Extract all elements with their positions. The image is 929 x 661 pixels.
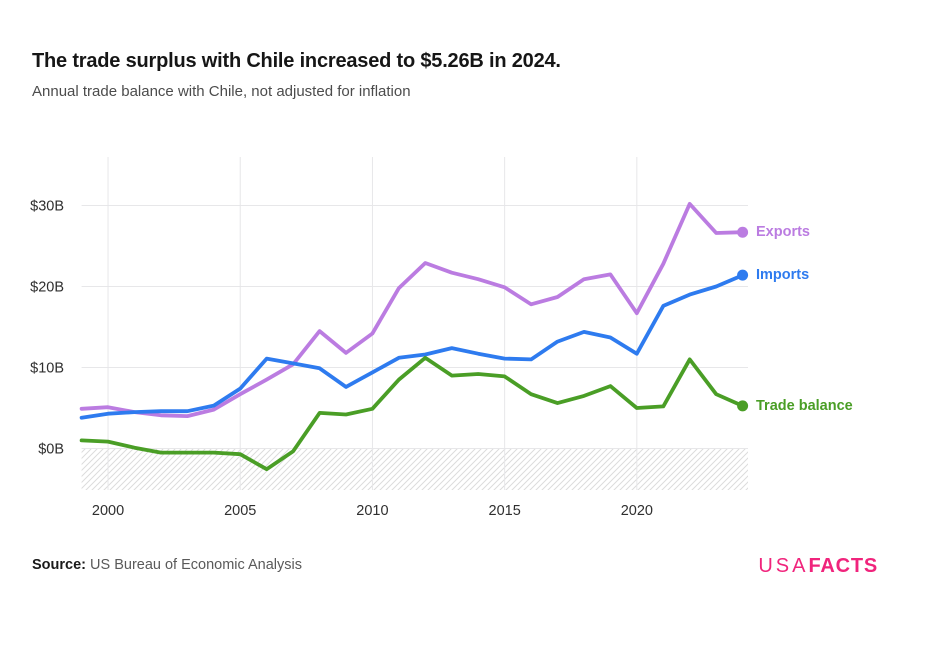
exports-line bbox=[79, 201, 745, 419]
usafacts-logo: USAFACTS bbox=[758, 555, 878, 578]
trade-balance-line bbox=[79, 355, 745, 472]
source-text: US Bureau of Economic Analysis bbox=[90, 557, 302, 573]
y-tick-label: $30B bbox=[30, 199, 64, 215]
trade-balance-line-chart: $0B $10B $20B $30B 2000 2005 2010 2015 2020 bbox=[30, 157, 749, 519]
chart-subtitle: Annual trade balance with Chile, not adj… bbox=[32, 83, 411, 100]
x-tick-label: 2015 bbox=[489, 503, 521, 519]
legend-imports: Imports bbox=[756, 267, 810, 284]
x-tick-label: 2020 bbox=[621, 503, 653, 519]
logo-facts-text: FACTS bbox=[808, 555, 878, 577]
source-label: Source: bbox=[32, 557, 86, 573]
legend-exports: Exports bbox=[756, 224, 810, 241]
x-tick-label: 2005 bbox=[224, 503, 256, 519]
y-tick-label: $20B bbox=[30, 280, 64, 296]
chart-title: The trade surplus with Chile increased t… bbox=[32, 50, 561, 72]
exports-end-dot bbox=[737, 226, 749, 238]
legend-trade-balance: Trade balance bbox=[756, 397, 853, 414]
negative-region-hatch bbox=[81, 449, 749, 490]
y-tick-label: $0B bbox=[38, 442, 64, 458]
x-tick-label: 2000 bbox=[92, 503, 124, 519]
trade-balance-end-dot bbox=[737, 400, 749, 412]
imports-line bbox=[79, 273, 745, 420]
y-tick-label: $10B bbox=[30, 361, 64, 377]
logo-usa-text: USA bbox=[758, 555, 809, 577]
imports-end-dot bbox=[737, 269, 749, 281]
x-tick-label: 2010 bbox=[356, 503, 388, 519]
source-line: Source: US Bureau of Economic Analysis bbox=[32, 557, 302, 573]
